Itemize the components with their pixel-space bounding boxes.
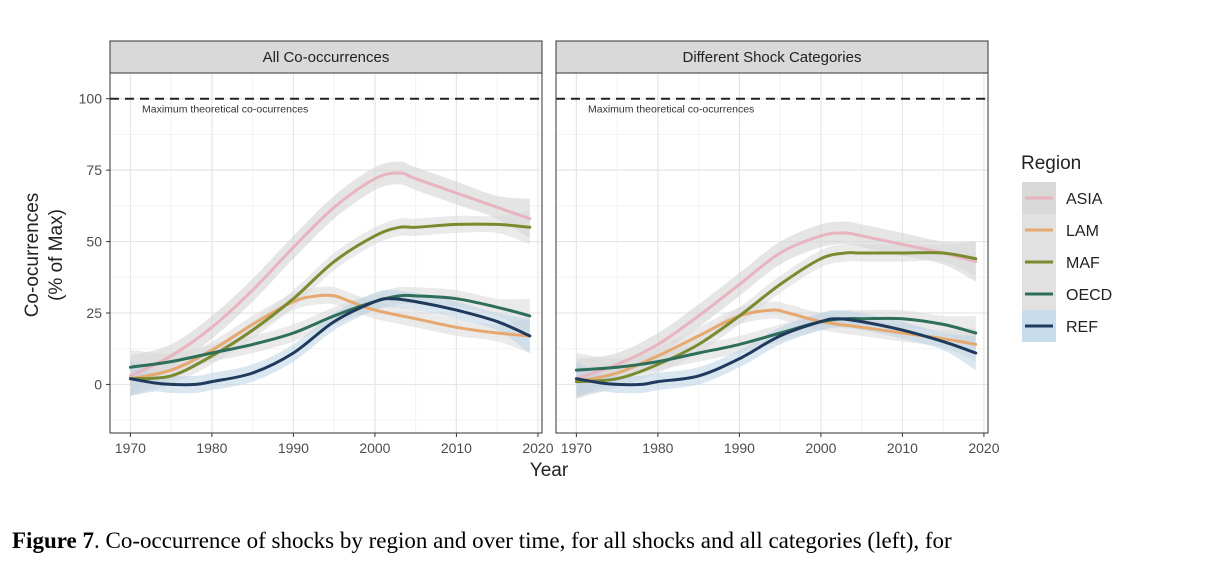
x-tick-label: 1990 — [724, 440, 755, 456]
y-tick-label: 75 — [86, 162, 102, 178]
panel-border — [555, 72, 989, 434]
ribbon-asia — [130, 161, 530, 396]
y-axis-title-line1: Co-ocurrences — [22, 193, 43, 318]
x-tick-label: 2010 — [887, 440, 918, 456]
y-axis-title-line2: (% of Max) — [46, 209, 67, 301]
legend-item-ref: REF — [1022, 310, 1098, 342]
panel-1: All Co-occurrences Maximum theoretical co… — [79, 40, 554, 456]
series-line-maf — [574, 251, 978, 384]
x-tick-label: 2000 — [359, 440, 390, 456]
series-line-asia — [574, 231, 978, 381]
panel-border — [109, 72, 543, 434]
panel-2: Different Shock Categories Maximum theore… — [555, 40, 1000, 456]
legend-entries: ASIA LAM MAF OECD REF — [1022, 182, 1112, 342]
reference-line-label: Maximum theoretical co-ocurrences — [588, 104, 754, 116]
legend: Region ASIA LAM MAF OECD REF — [1021, 153, 1112, 342]
legend-title: Region — [1021, 153, 1081, 174]
x-tick-label: 1970 — [115, 440, 146, 456]
series-line-ref — [128, 297, 532, 387]
x-tick-label: 1980 — [196, 440, 227, 456]
panels-layer: All Co-occurrences Maximum theoretical co… — [79, 40, 1000, 456]
x-tick-label: 1970 — [561, 440, 592, 456]
legend-item-oecd: OECD — [1022, 278, 1112, 310]
series-line-maf — [128, 222, 532, 381]
legend-item-maf: MAF — [1022, 246, 1100, 278]
x-tick-label: 2000 — [805, 440, 836, 456]
legend-label: ASIA — [1066, 191, 1103, 208]
y-tick-label: 50 — [86, 234, 102, 250]
figure-caption: Figure 7. Co-occurrence of shocks by reg… — [12, 528, 1202, 554]
x-tick-label: 2010 — [441, 440, 472, 456]
x-axis-title: Year — [530, 460, 569, 481]
caption-text: . Co-occurrence of shocks by region and … — [93, 528, 952, 553]
series-line-lam — [128, 293, 532, 381]
reference-line-label: Maximum theoretical co-ocurrences — [142, 104, 308, 116]
ribbon-lam — [130, 286, 530, 396]
x-tick-label: 2020 — [968, 440, 999, 456]
panel-strip — [555, 40, 989, 74]
series-line-ref — [574, 317, 978, 387]
legend-label: LAM — [1066, 223, 1099, 240]
x-tick-label: 1980 — [642, 440, 673, 456]
y-tick-label: 25 — [86, 305, 102, 321]
x-tick-label: 1990 — [278, 440, 309, 456]
x-tick-label: 2020 — [522, 440, 553, 456]
legend-item-lam: LAM — [1022, 214, 1099, 246]
panel-title: Different Shock Categories — [683, 49, 862, 66]
y-tick-label: 0 — [94, 376, 102, 392]
series-line-lam — [574, 308, 978, 384]
panel-strip — [109, 40, 543, 74]
legend-label: OECD — [1066, 287, 1112, 304]
ribbon-ref — [576, 310, 976, 396]
y-tick-label: 100 — [79, 91, 103, 107]
legend-label: REF — [1066, 319, 1098, 336]
legend-item-asia: ASIA — [1022, 182, 1103, 214]
panel-title: All Co-occurrences — [263, 49, 390, 66]
series-line-oecd — [128, 293, 532, 369]
ribbon-oecd — [576, 309, 976, 388]
chart: All Co-occurrences Maximum theoretical co… — [22, 40, 1112, 481]
series-line-asia — [128, 171, 532, 378]
caption-label: Figure 7 — [12, 528, 94, 553]
legend-label: MAF — [1066, 255, 1100, 272]
